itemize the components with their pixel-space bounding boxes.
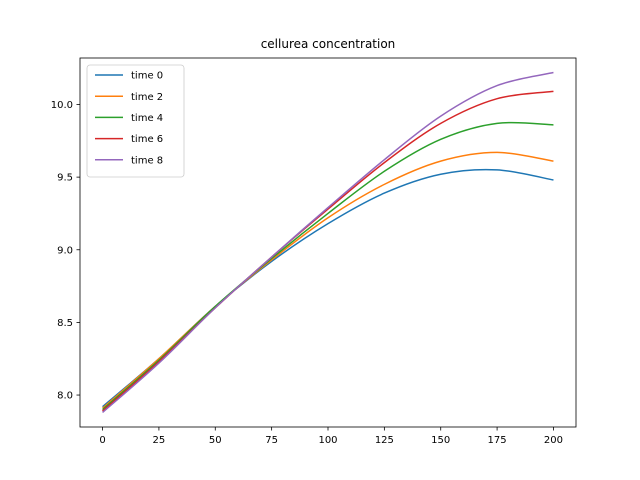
series-line-3 xyxy=(102,90,554,412)
legend-box xyxy=(86,64,185,178)
x-tick-label-0: 0 xyxy=(99,435,105,446)
x-tick-label-6: 150 xyxy=(431,435,450,446)
legend-label-2: time 4 xyxy=(131,113,163,124)
series-line-1 xyxy=(102,151,554,409)
y-tick-label-4: 10.0 xyxy=(51,100,73,111)
y-tick-label-2: 9.0 xyxy=(57,245,73,256)
chart-title: cellurea concentration xyxy=(261,37,396,51)
x-tick-label-1: 25 xyxy=(153,435,166,446)
legend-label-0: time 0 xyxy=(131,71,163,82)
x-tick-label-2: 50 xyxy=(209,435,222,446)
series-line-4 xyxy=(102,71,554,414)
legend-label-4: time 8 xyxy=(131,155,163,166)
legend-label-1: time 2 xyxy=(131,92,163,103)
x-tick-label-5: 125 xyxy=(375,435,394,446)
plot-area: 0 25 50 75 100 125 150 175 200 8.0 8.5 9.0 9.5 10.0 ti… xyxy=(51,57,577,446)
x-tick-label-4: 100 xyxy=(318,435,337,446)
y-tick-label-3: 9.5 xyxy=(57,173,73,184)
y-tick-label-1: 8.5 xyxy=(57,318,73,329)
x-tick-label-3: 75 xyxy=(265,435,278,446)
legend-label-3: time 6 xyxy=(131,134,163,145)
series-line-2 xyxy=(102,121,554,411)
x-tick-label-8: 200 xyxy=(544,435,563,446)
y-tick-label-0: 8.0 xyxy=(57,391,73,402)
x-tick-label-7: 175 xyxy=(488,435,507,446)
